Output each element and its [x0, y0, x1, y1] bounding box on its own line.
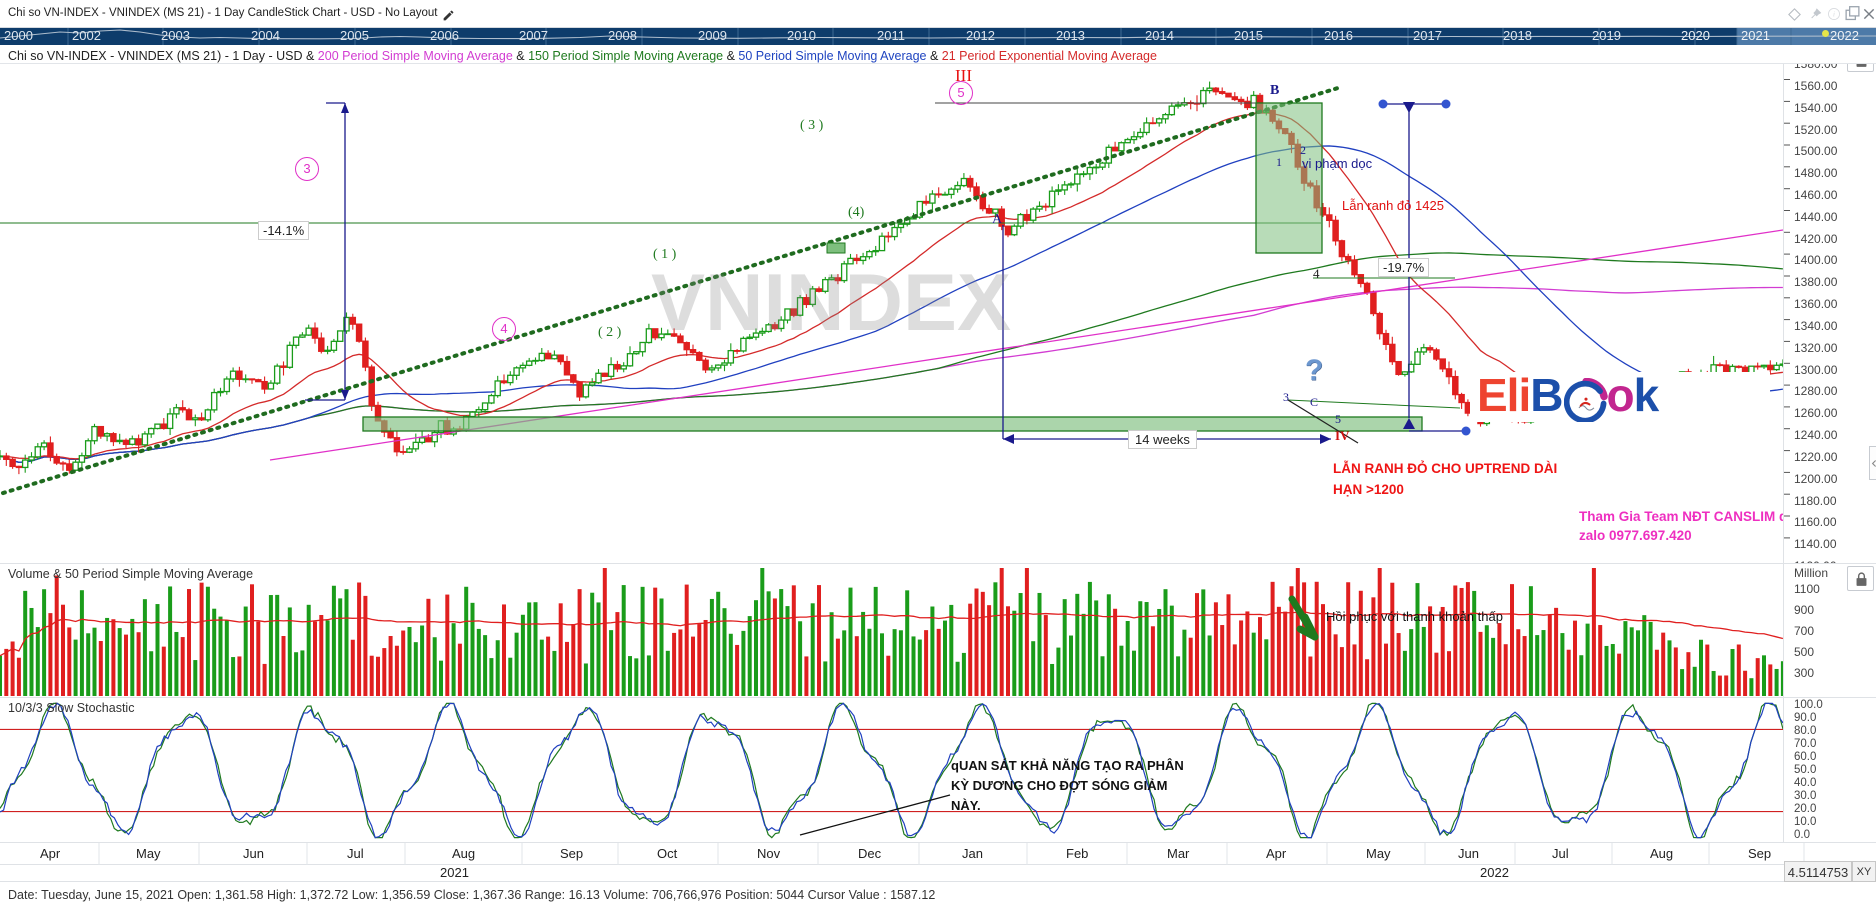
svg-text:i: i [1833, 11, 1835, 19]
